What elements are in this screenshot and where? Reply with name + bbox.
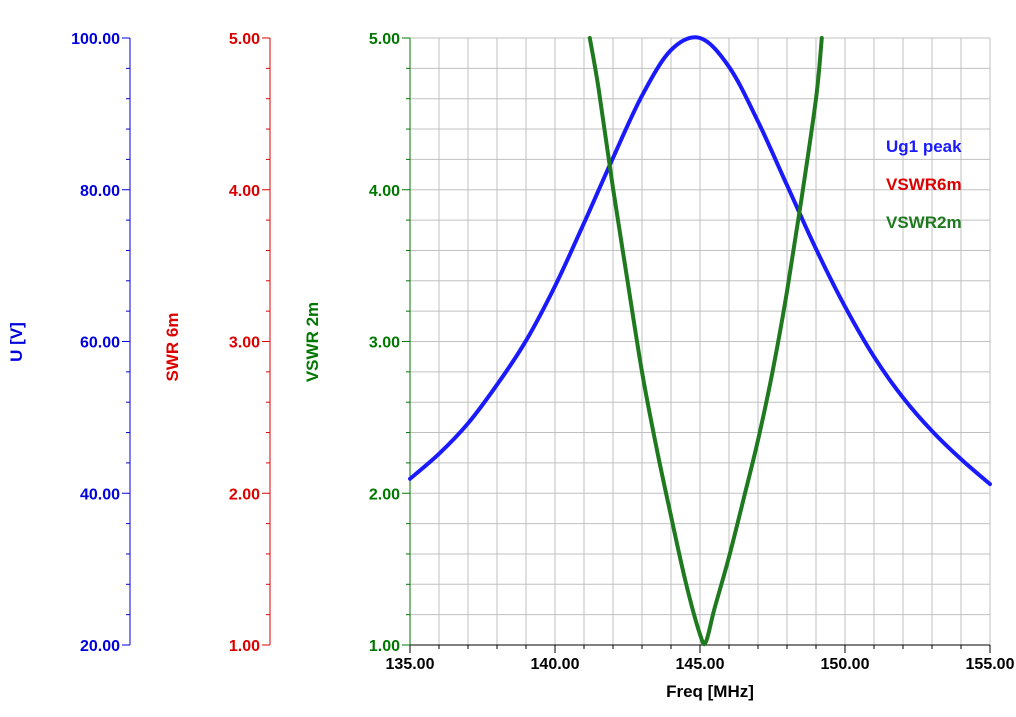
legend-entry: VSWR6m bbox=[886, 175, 962, 194]
x-tick-label: 135.00 bbox=[386, 656, 435, 673]
y-tick-label: 2.00 bbox=[229, 486, 260, 503]
legend: Ug1 peak VSWR6m VSWR2m bbox=[886, 137, 962, 232]
y-tick-label: 1.00 bbox=[369, 638, 400, 655]
plot-grid bbox=[409, 37, 991, 646]
y-tick-label: 4.00 bbox=[369, 183, 400, 200]
x-tick-label: 150.00 bbox=[821, 656, 870, 673]
y-tick-label: 100.00 bbox=[71, 31, 120, 48]
y-axis-label: SWR 6m bbox=[163, 313, 182, 382]
y-tick-label: 60.00 bbox=[80, 335, 120, 352]
axes: 135.00 140.00 145.00 150.00 155.00 Freq [MHz]… bbox=[7, 31, 1015, 701]
y-tick-label: 3.00 bbox=[229, 335, 260, 352]
y-tick-label: 80.00 bbox=[80, 183, 120, 200]
y-axis-label: VSWR 2m bbox=[303, 302, 322, 382]
y-tick-label: 4.00 bbox=[229, 183, 260, 200]
x-axis-label: Freq [MHz] bbox=[666, 682, 754, 701]
x-tick-label: 145.00 bbox=[676, 656, 725, 673]
x-tick-label: 155.00 bbox=[966, 656, 1015, 673]
legend-entry: Ug1 peak bbox=[886, 137, 962, 156]
y-axis-label: U [V] bbox=[7, 322, 26, 362]
y-tick-label: 1.00 bbox=[229, 638, 260, 655]
y-tick-label: 5.00 bbox=[229, 31, 260, 48]
legend-entry: VSWR2m bbox=[886, 213, 962, 232]
y-tick-label: 40.00 bbox=[80, 486, 120, 503]
data-curves bbox=[408, 35, 992, 647]
y-tick-label: 3.00 bbox=[369, 335, 400, 352]
series-ug1-peak-line bbox=[408, 35, 992, 487]
x-tick-label: 140.00 bbox=[531, 656, 580, 673]
y-tick-label: 20.00 bbox=[80, 638, 120, 655]
y-tick-label: 5.00 bbox=[369, 31, 400, 48]
series-vswr2m-line bbox=[587, 36, 824, 647]
y-tick-label: 2.00 bbox=[369, 486, 400, 503]
